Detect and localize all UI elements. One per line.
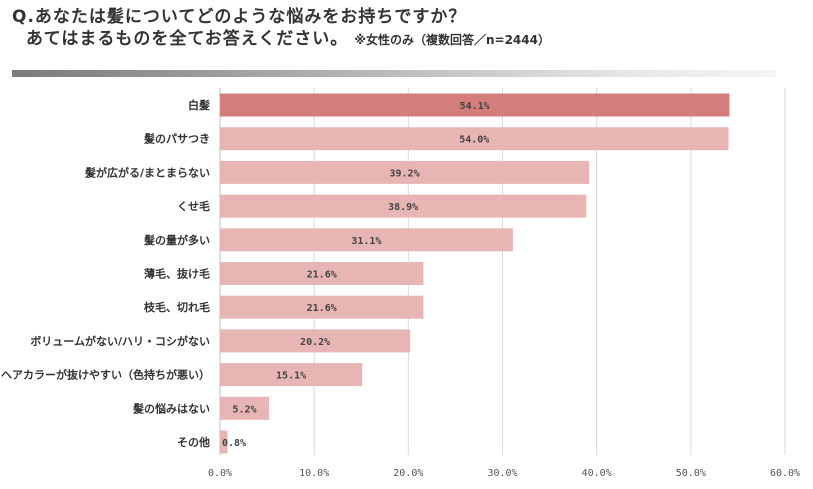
category-label: 髪のパサつき — [143, 132, 210, 146]
chart-title: Q.あなたは髪についてどのような悩みをお持ちですか？ あてはまるものを全てお答え… — [12, 6, 802, 51]
question-line-2: あてはまるものを全てお答えください。 ※女性のみ（複数回答／n=2444） — [12, 28, 802, 51]
category-label: 髪の量が多い — [143, 233, 210, 247]
bar — [220, 329, 411, 353]
question-line-1: Q.あなたは髪についてどのような悩みをお持ちですか？ — [12, 7, 467, 27]
bar — [220, 262, 424, 285]
x-tick-label: 20.0% — [393, 468, 423, 479]
value-label: 0.8% — [222, 438, 246, 449]
value-label: 38.9% — [388, 202, 418, 213]
bar — [220, 295, 424, 319]
x-tick-label: 60.0% — [770, 468, 800, 479]
title-divider — [12, 70, 776, 77]
value-label: 5.2% — [232, 404, 256, 415]
value-label: 21.6% — [307, 270, 337, 281]
bar — [220, 430, 228, 454]
category-label: 枝毛、切れ毛 — [143, 300, 210, 314]
bar — [220, 93, 730, 117]
value-label: 31.1% — [351, 236, 381, 247]
question-line-2-text: あてはまるものを全てお答えください。 — [26, 29, 349, 49]
category-label: ヘアカラーが抜けやすい（色持ちが悪い） — [1, 368, 210, 382]
bar — [220, 194, 587, 218]
category-label: 髪が広がる/まとまらない — [84, 165, 210, 179]
category-label: 白髪 — [188, 98, 210, 112]
value-label: 20.2% — [300, 337, 330, 348]
value-label: 39.2% — [390, 168, 420, 179]
value-label: 15.1% — [276, 371, 306, 382]
bar — [220, 363, 363, 387]
sample-note: ※女性のみ（複数回答／n=2444） — [354, 33, 550, 47]
category-label: くせ毛 — [177, 199, 210, 213]
x-tick-label: 50.0% — [676, 468, 706, 479]
x-tick-label: 40.0% — [582, 468, 612, 479]
value-label: 21.6% — [307, 303, 337, 314]
bar — [220, 228, 513, 252]
category-label: 髪の悩みはない — [132, 401, 210, 415]
category-label: その他 — [177, 435, 210, 449]
category-label: ボリュームがない/ハリ・コシがない — [30, 334, 210, 348]
bar — [220, 396, 269, 420]
bar — [220, 160, 590, 184]
value-label: 54.1% — [460, 101, 490, 112]
bar — [220, 127, 729, 151]
value-label: 54.0% — [459, 135, 489, 146]
x-tick-label: 30.0% — [487, 468, 517, 479]
category-label: 薄毛、抜け毛 — [144, 267, 210, 281]
x-tick-label: 0.0% — [208, 468, 232, 479]
x-tick-label: 10.0% — [299, 468, 329, 479]
